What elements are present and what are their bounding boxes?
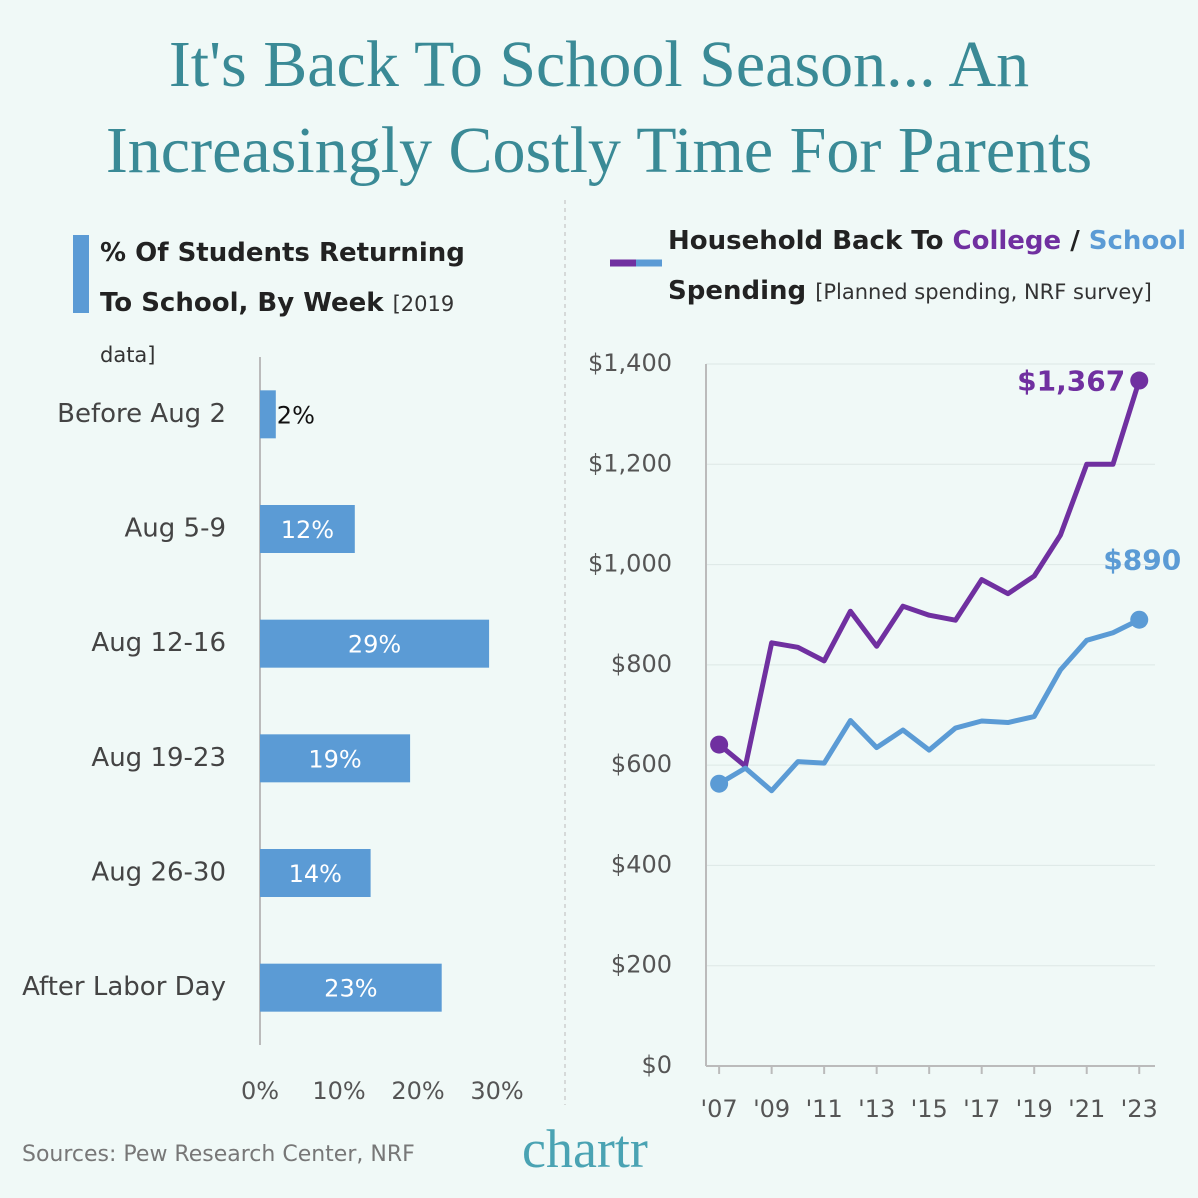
bar bbox=[260, 734, 411, 783]
data-label: $1,367 bbox=[1017, 365, 1125, 398]
y-tick-label: $0 bbox=[641, 1051, 672, 1079]
x-tick-label: 30% bbox=[470, 1077, 523, 1105]
bar bbox=[260, 390, 276, 439]
y-tick-label: Aug 5-9 bbox=[125, 514, 227, 544]
y-tick-label: $800 bbox=[611, 650, 672, 678]
title-text: Spending bbox=[668, 276, 807, 306]
y-tick-label: After Labor Day bbox=[22, 972, 226, 1002]
point bbox=[710, 735, 729, 754]
bar bbox=[260, 505, 355, 553]
y-tick-label: $1,200 bbox=[588, 449, 672, 477]
data-label: 29% bbox=[348, 631, 401, 659]
x-tick-label: 0% bbox=[241, 1077, 279, 1105]
x-tick-label: '19 bbox=[1016, 1095, 1053, 1123]
x-tick-label: '15 bbox=[911, 1095, 948, 1123]
data-label: 12% bbox=[281, 516, 334, 544]
y-tick-label: $400 bbox=[611, 850, 672, 878]
title-text: % Of Students Returning To School, By We… bbox=[100, 238, 465, 318]
point bbox=[710, 774, 729, 793]
page-title: It's Back To School Season... An Increas… bbox=[105, 28, 1093, 187]
x-tick-label: '13 bbox=[858, 1095, 895, 1123]
x-tick-label: '17 bbox=[963, 1095, 1000, 1123]
y-tick-label: Before Aug 2 bbox=[57, 399, 226, 429]
x-tick-label: '09 bbox=[753, 1095, 790, 1123]
subtitle: [2019 data] bbox=[100, 292, 455, 367]
bar bbox=[260, 619, 490, 668]
data-label: 2% bbox=[277, 401, 315, 429]
data-label: 14% bbox=[289, 860, 342, 888]
y-tick-label: Aug 19-23 bbox=[91, 743, 226, 773]
line bbox=[717, 379, 1142, 769]
y-tick-label: $1,400 bbox=[588, 349, 672, 377]
point bbox=[1130, 371, 1149, 390]
x-tick-label: '23 bbox=[1121, 1095, 1158, 1123]
chart-title: Household Back To College / School Spend… bbox=[668, 216, 1188, 317]
chart-title: % Of Students Returning To School, By We… bbox=[100, 228, 500, 380]
data-label: $890 bbox=[1103, 544, 1181, 577]
title-text: Household Back To bbox=[668, 226, 944, 256]
bar bbox=[260, 849, 371, 897]
y-tick-label: $1,000 bbox=[588, 550, 672, 578]
brand: chartr bbox=[522, 1119, 648, 1179]
legend-swatch bbox=[73, 235, 89, 313]
legend-entry: School bbox=[1088, 226, 1187, 256]
bar bbox=[260, 963, 442, 1012]
title-text: / bbox=[1070, 226, 1080, 256]
y-tick-label: Aug 26-30 bbox=[91, 858, 226, 888]
x-tick-label: 10% bbox=[312, 1077, 365, 1105]
y-tick-label: $600 bbox=[611, 750, 672, 778]
point bbox=[1130, 610, 1149, 629]
data-label: 19% bbox=[308, 745, 361, 773]
line bbox=[717, 617, 1141, 794]
x-tick-label: '21 bbox=[1068, 1095, 1105, 1123]
legend-entry: College bbox=[952, 226, 1062, 256]
x-tick-label: '11 bbox=[806, 1095, 843, 1123]
source: Sources: Pew Research Center, NRF bbox=[22, 1142, 415, 1167]
y-tick-label: $200 bbox=[611, 951, 672, 979]
y-tick-label: Aug 12-16 bbox=[91, 628, 226, 658]
x-tick-label: '07 bbox=[701, 1095, 738, 1123]
data-label: 23% bbox=[324, 975, 377, 1003]
x-tick-label: 20% bbox=[391, 1077, 444, 1105]
subtitle: [Planned spending, NRF survey] bbox=[815, 280, 1152, 304]
